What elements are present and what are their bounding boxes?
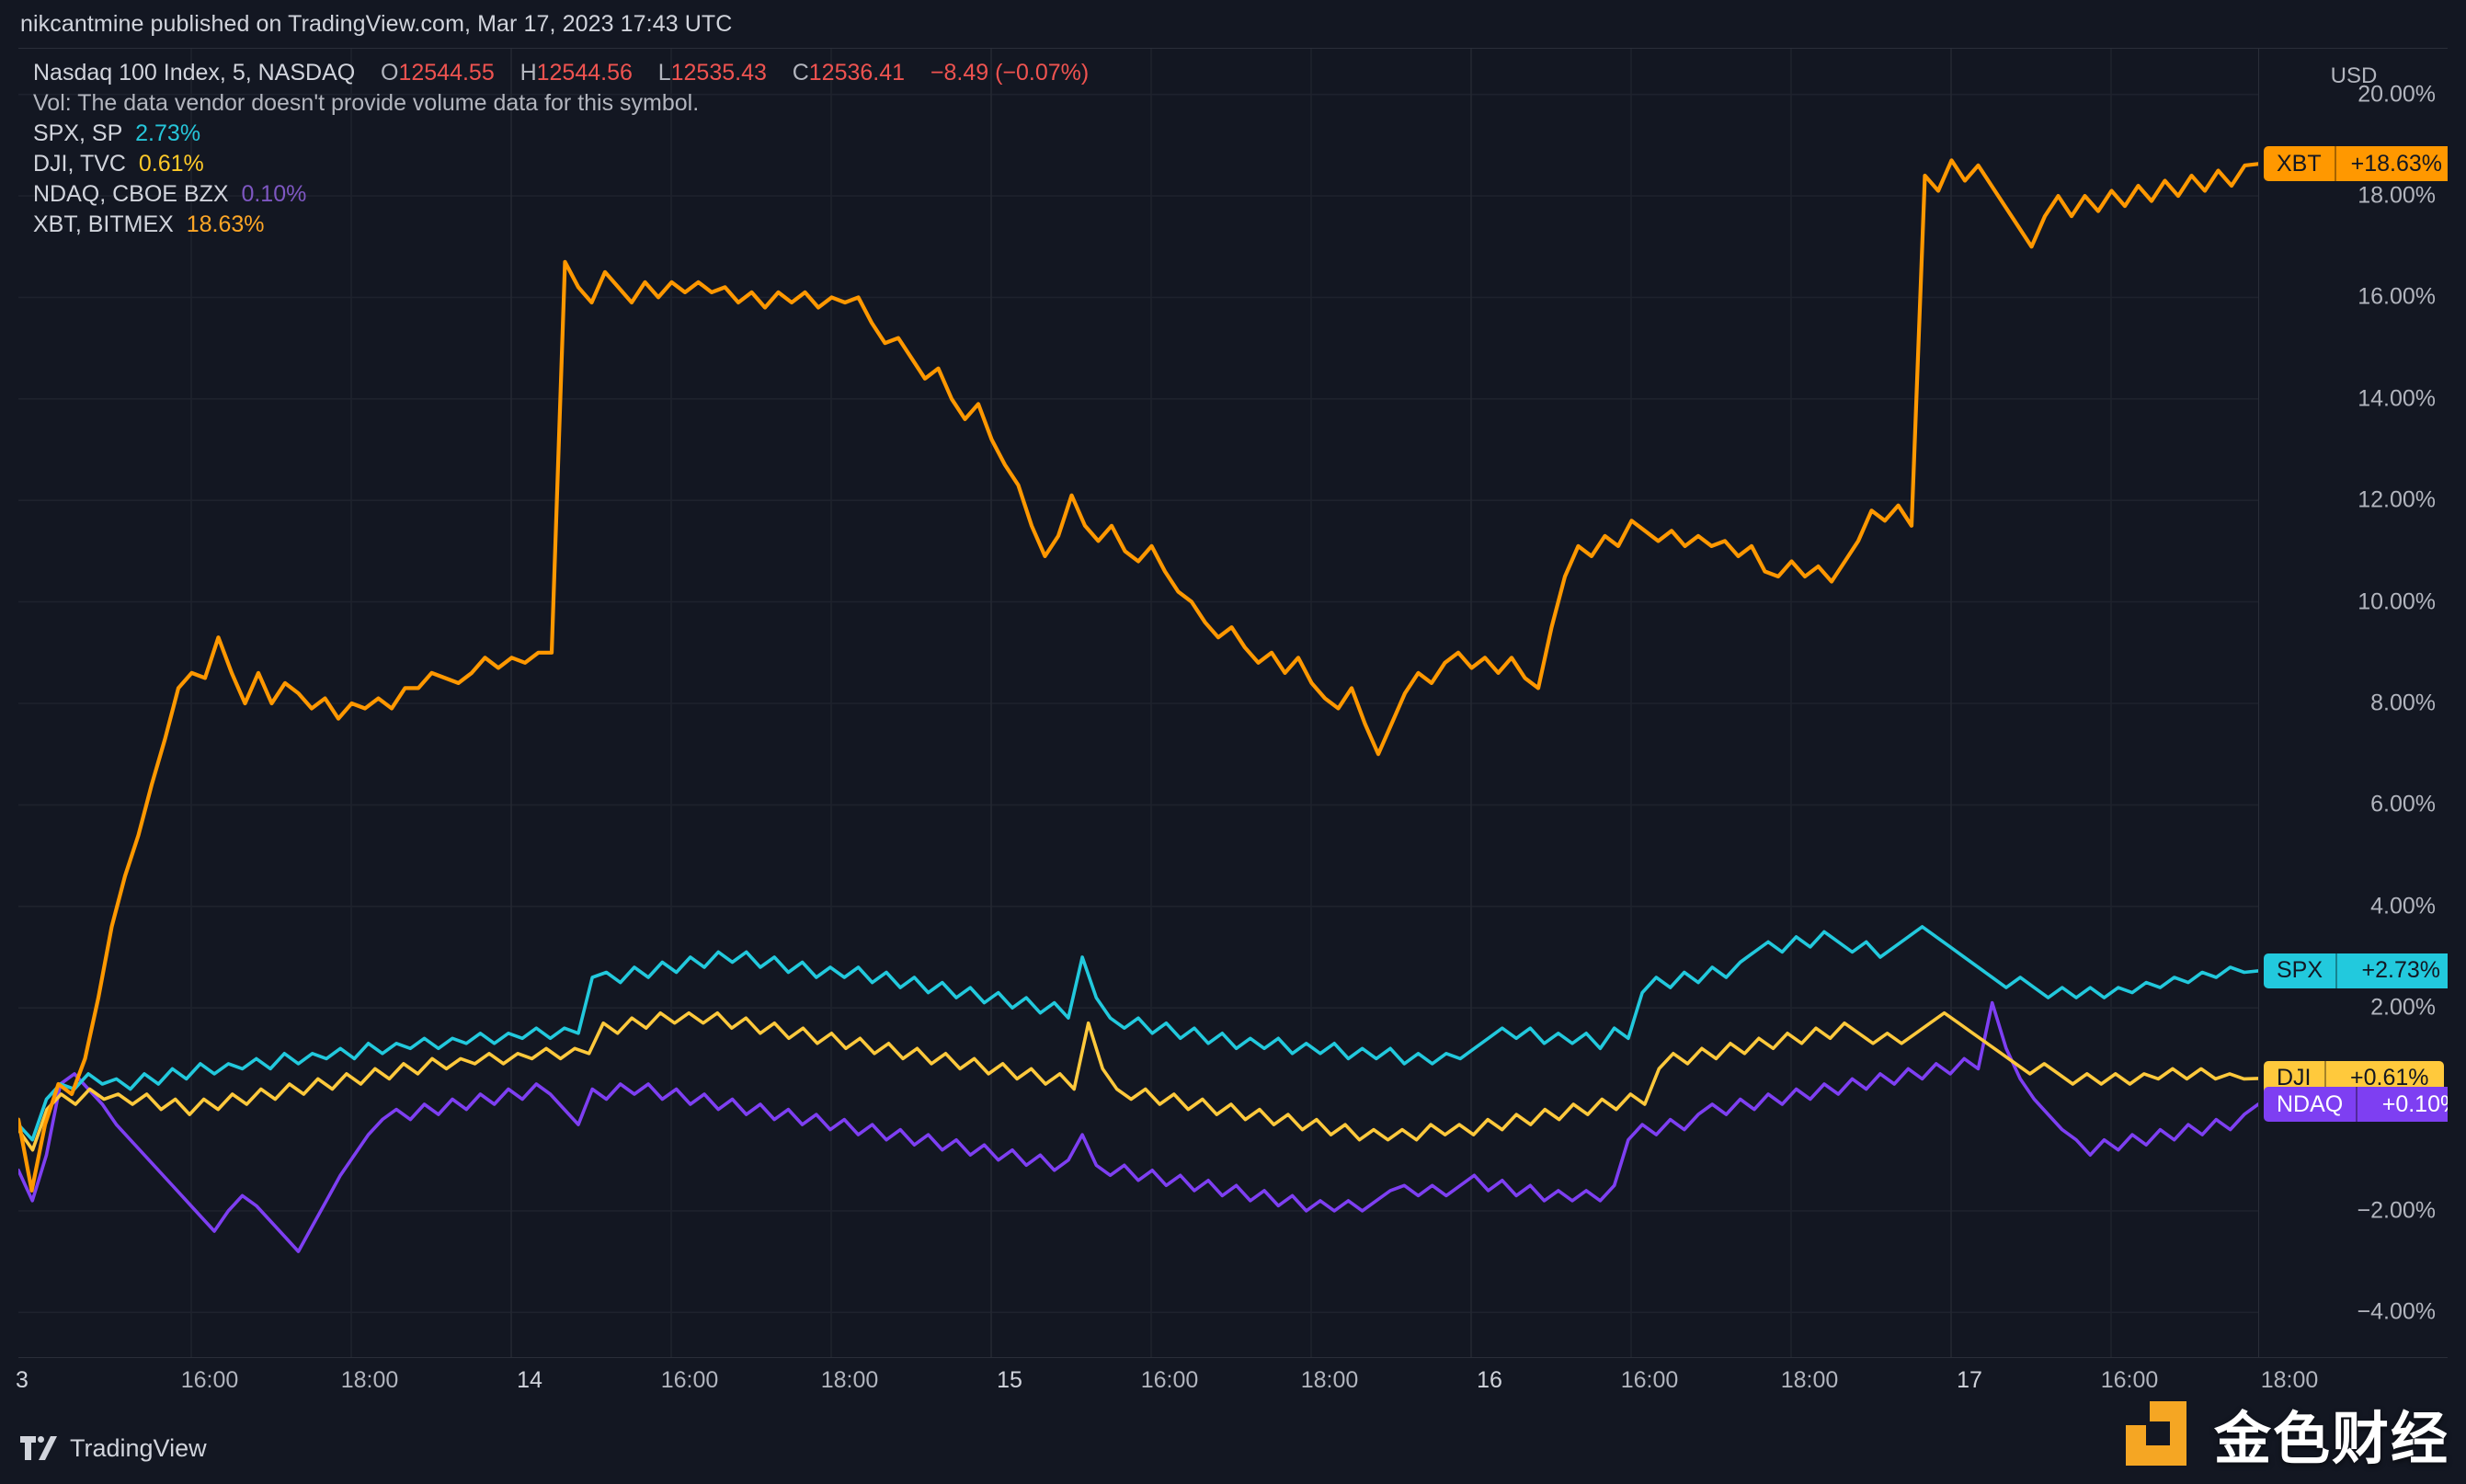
legend-change: −8.49 (−0.07%) [930, 60, 1090, 86]
time-axis-tick: 16 [1477, 1367, 1502, 1393]
tradingview-logo-icon [20, 1436, 57, 1460]
price-axis-tick: 16.00% [2358, 283, 2436, 310]
legend-high-label: H [519, 60, 537, 86]
legend-low-label: L [657, 60, 671, 86]
series-line-dji [18, 1010, 2258, 1152]
tradingview-wordmark: TradingView [70, 1433, 207, 1462]
legend-series-name: SPX, SP [33, 120, 123, 146]
time-axis-tick: 17 [1957, 1367, 1982, 1393]
publisher-bar: nikcantmine published on TradingView.com… [0, 0, 2466, 48]
price-axis-tick: 8.00% [2370, 690, 2436, 716]
plot-area[interactable] [18, 49, 2258, 1357]
time-axis-tick: 15 [997, 1367, 1022, 1393]
legend-volume-row: Vol: The data vendor doesn't provide vol… [33, 90, 700, 116]
legend-series-value: 0.10% [228, 181, 307, 207]
tradingview-logo[interactable]: TradingView [20, 1434, 207, 1463]
legend-series-value: 0.61% [125, 151, 204, 177]
time-axis-tick: 3 [16, 1367, 29, 1393]
price-tag-ticker: NDAQ [2264, 1087, 2358, 1123]
price-tag-ndaq[interactable]: NDAQ +0.10% [2264, 1087, 2448, 1123]
legend-series-name: XBT, BITMEX [33, 211, 174, 237]
price-tag-value: +0.61% [2350, 1065, 2429, 1091]
price-tag-value: +2.73% [2361, 957, 2441, 984]
price-tag-ticker: DJI [2264, 1060, 2326, 1096]
price-axis-tick: −2.00% [2357, 1197, 2437, 1224]
price-axis-tick: 2.00% [2370, 994, 2436, 1021]
chart-pane[interactable]: USD 20.00% 18.00% 16.00% 14.00% 12.00% 10.00%… [18, 48, 2448, 1357]
price-axis-tick: 12.00% [2358, 486, 2436, 513]
legend-high-value: 12544.56 [536, 60, 633, 86]
price-axis-unit: USD [2330, 63, 2378, 88]
time-axis-tick: 18:00 [1780, 1367, 1839, 1393]
watermark: 金色财经 [2118, 1392, 2449, 1475]
series-line-xbt [18, 158, 2258, 1193]
time-axis[interactable]: 3 16:00 18:00 14 16:00 18:00 15 16:00 18:00 16 16:… [16, 1357, 2448, 1412]
legend-series-row-ndaq[interactable]: NDAQ, CBOE BZX 0.10% [33, 179, 1089, 210]
price-axis-tick: 14.00% [2358, 385, 2436, 412]
legend-close-label: C [792, 60, 809, 86]
price-tag-spx[interactable]: SPX +2.73% [2264, 953, 2448, 988]
legend-series-value: 18.63% [173, 211, 265, 237]
legend-series-row-dji[interactable]: DJI, TVC 0.61% [33, 149, 1089, 179]
legend-series-name: DJI, TVC [33, 151, 126, 177]
legend-close-value: 12536.41 [808, 60, 906, 86]
legend-series-row-xbt[interactable]: XBT, BITMEX 18.63% [33, 210, 1089, 240]
price-tag-value: +18.63% [2350, 150, 2443, 177]
price-axis-tick: 6.00% [2370, 791, 2436, 817]
series-line-spx [18, 925, 2258, 1142]
publisher-text: nikcantmine published on TradingView.com… [20, 10, 733, 37]
legend-low-value: 12535.43 [670, 60, 767, 86]
series-line-ndaq [18, 1000, 2258, 1253]
legend-symbol: Nasdaq 100 Index, 5, NASDAQ [33, 60, 356, 86]
time-axis-tick: 18:00 [1300, 1367, 1359, 1393]
legend-open-label: O [381, 60, 399, 86]
time-axis-tick: 16:00 [1140, 1367, 1199, 1393]
price-axis-tick: 18.00% [2358, 182, 2436, 209]
time-axis-tick: 18:00 [340, 1367, 399, 1393]
legend-open-value: 12544.55 [398, 60, 495, 86]
price-axis-tick: 10.00% [2358, 588, 2436, 615]
legend-series-value: 2.73% [122, 120, 201, 146]
time-axis-tick: 16:00 [2100, 1367, 2159, 1393]
time-axis-tick: 16:00 [1620, 1367, 1679, 1393]
price-axis-tick: 4.00% [2370, 893, 2436, 919]
jinse-logo-icon [2125, 1401, 2186, 1466]
legend-series-row-spx[interactable]: SPX, SP 2.73% [33, 119, 1089, 149]
time-axis-tick: 16:00 [660, 1367, 719, 1393]
chart-legend: Nasdaq 100 Index, 5, NASDAQ O12544.55 H1… [33, 58, 1089, 240]
legend-symbol-row[interactable]: Nasdaq 100 Index, 5, NASDAQ O12544.55 H1… [33, 58, 1089, 88]
price-axis[interactable]: USD 20.00% 18.00% 16.00% 14.00% 12.00% 10.00%… [2258, 49, 2448, 1357]
time-axis-tick: 18:00 [2260, 1367, 2319, 1393]
time-axis-tick: 16:00 [180, 1367, 239, 1393]
chart-series-lines [18, 158, 2258, 1253]
time-axis-tick: 14 [517, 1367, 542, 1393]
price-tag-value: +0.10% [2381, 1090, 2448, 1117]
time-axis-tick: 18:00 [820, 1367, 879, 1393]
price-axis-tick: −4.00% [2357, 1298, 2437, 1325]
price-tag-ticker: XBT [2264, 146, 2336, 182]
watermark-text: 金色财经 [2213, 1405, 2449, 1472]
price-axis-tick: 20.00% [2358, 81, 2436, 108]
legend-series-name: NDAQ, CBOE BZX [33, 181, 229, 207]
bottom-bar: TradingView [0, 1412, 2466, 1484]
price-tag-xbt[interactable]: XBT +18.63% [2264, 146, 2448, 182]
legend-series-list: SPX, SP 2.73% DJI, TVC 0.61% NDAQ, CBOE BZ… [33, 119, 1089, 240]
price-tag-ticker: SPX [2264, 953, 2338, 988]
